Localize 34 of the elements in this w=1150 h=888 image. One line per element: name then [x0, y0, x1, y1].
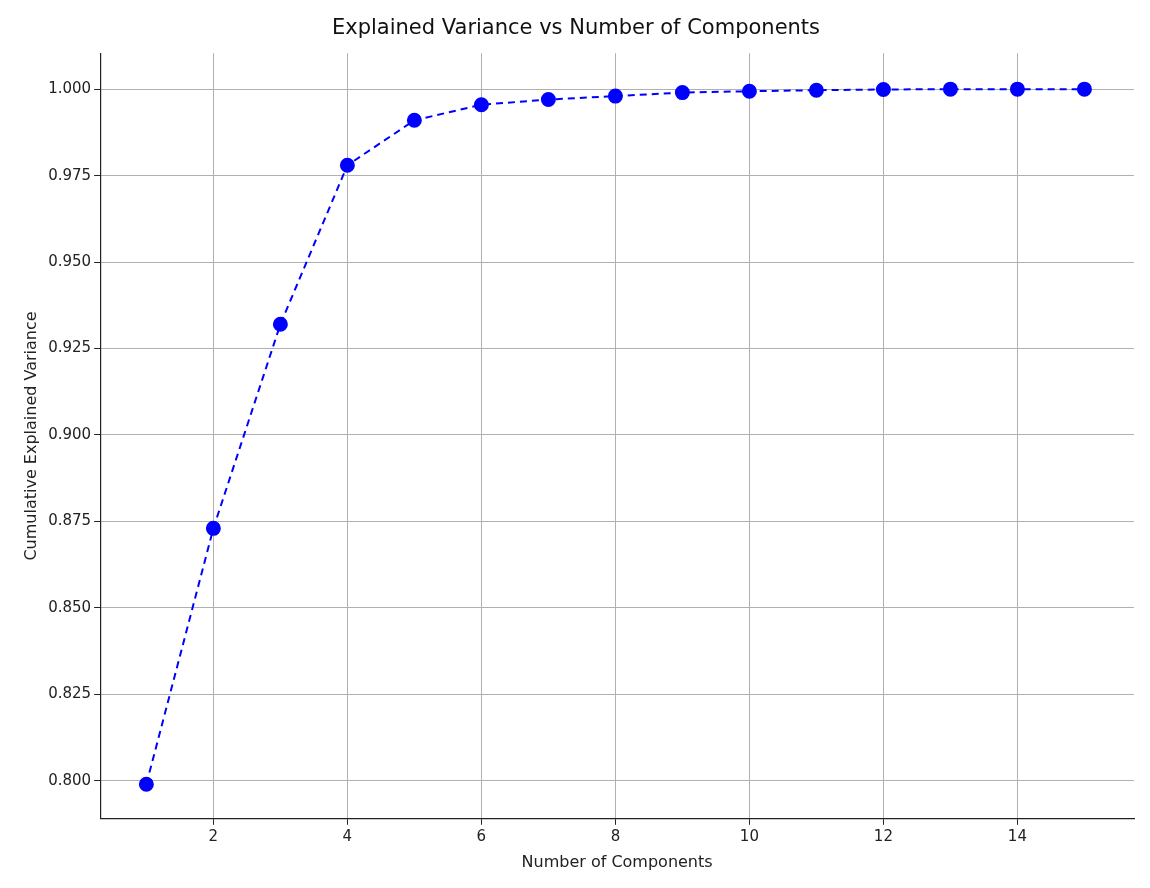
chart-title: Explained Variance vs Number of Components	[331, 15, 821, 40]
x-tick-label: 14	[1007, 826, 1027, 845]
point	[741, 83, 757, 99]
point	[1076, 81, 1092, 97]
point	[942, 81, 958, 97]
point	[339, 157, 355, 173]
x-tick-label: 6	[476, 826, 487, 845]
x-axis-title: Number of Components	[521, 851, 713, 871]
point	[272, 316, 288, 332]
point	[138, 776, 154, 792]
point	[473, 97, 489, 113]
x-tick-label: 12	[873, 826, 893, 845]
x-tick-label: 2	[208, 826, 219, 845]
y-tick-label: 0.975	[48, 165, 92, 184]
y-tick-label: 0.850	[48, 597, 92, 616]
y-tick-label: 1.000	[48, 79, 92, 98]
y-tick-label: 0.950	[48, 251, 92, 270]
x-tick-label: 8	[610, 826, 621, 845]
y-tick-label: 0.875	[48, 511, 92, 530]
point	[205, 520, 221, 536]
point	[540, 92, 556, 108]
point	[1009, 81, 1025, 97]
point	[875, 82, 891, 98]
point	[406, 112, 422, 128]
y-tick-label: 0.825	[48, 684, 92, 703]
y-tick-label: 0.900	[48, 424, 92, 443]
point	[808, 82, 824, 98]
point	[674, 85, 690, 101]
y-tick-label: 0.800	[48, 770, 92, 789]
x-tick-label: 10	[739, 826, 759, 845]
y-axis-title: Cumulative Explained Variance	[20, 311, 40, 561]
point	[607, 88, 623, 104]
x-tick-label: 4	[342, 826, 353, 845]
y-tick-label: 0.925	[48, 338, 92, 357]
